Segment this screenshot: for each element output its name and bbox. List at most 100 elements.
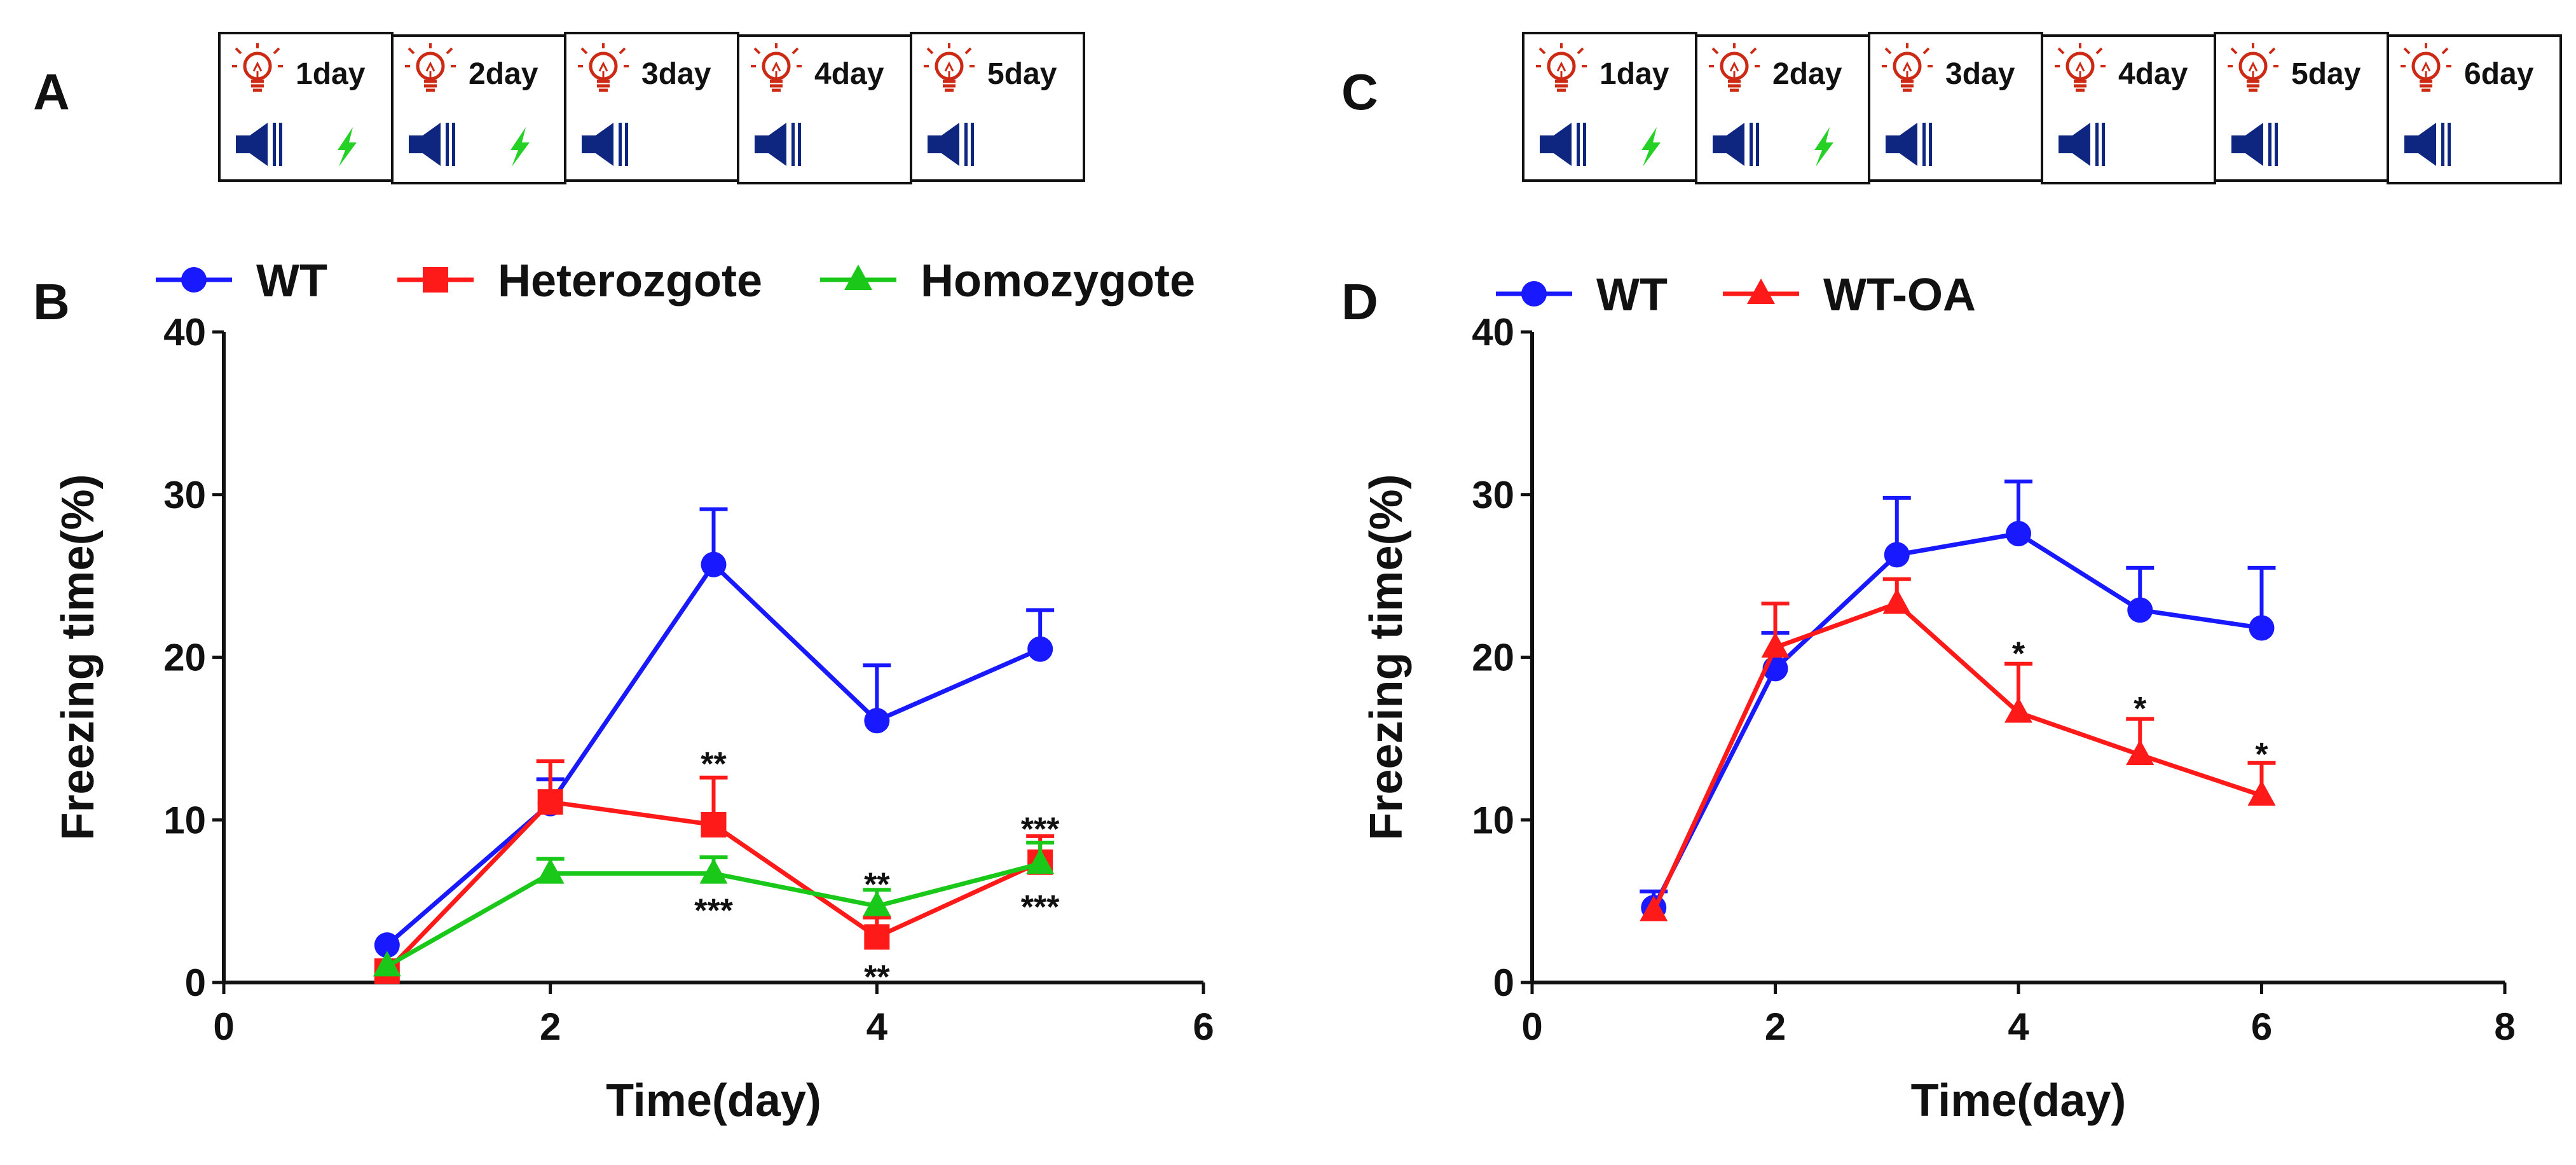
y-tick-label: 20 — [163, 637, 206, 679]
protocol-day-cell: 3day — [1868, 32, 2043, 182]
data-point — [1747, 279, 1775, 304]
x-axis-title: Time(day) — [1911, 1075, 2127, 1126]
bulb-icon — [2055, 43, 2106, 90]
panel-label-b: B — [33, 273, 70, 330]
lightning-icon — [1814, 127, 1833, 167]
chart-b: 0 2 4 6 0 10 20 30 40 Time(day) Freezing time(%) **… — [53, 256, 1214, 1126]
lightning-icon — [1641, 127, 1661, 167]
series-line — [1652, 531, 2263, 909]
significance-label: *** — [694, 892, 733, 929]
lightning-icon — [510, 127, 530, 167]
x-tick-label: 4 — [2008, 1005, 2029, 1048]
speaker-icon — [2404, 123, 2451, 166]
series-wt — [1640, 479, 2276, 921]
panel-label-d: D — [1341, 273, 1378, 330]
data-point — [699, 858, 728, 884]
x-tick-label: 8 — [2494, 1005, 2515, 1048]
bulb-icon — [751, 43, 802, 90]
legend: WT WT-OA — [1496, 270, 1976, 321]
bulb-icon — [1882, 43, 1933, 90]
x-tick-label: 6 — [2251, 1005, 2272, 1048]
data-point — [1027, 636, 1053, 662]
day-box — [910, 32, 1085, 182]
speaker-icon — [755, 123, 801, 166]
data-point — [864, 924, 890, 950]
protocol-day-cell: 2day — [391, 34, 566, 184]
protocol-day-cell: 6day — [2387, 34, 2562, 184]
y-tick-label: 10 — [1472, 799, 1514, 841]
bulb-icon — [578, 43, 629, 90]
legend: WT Heterozgote Homozygote — [156, 256, 1195, 307]
significance-label: ** — [864, 866, 890, 903]
y-tick-label: 40 — [163, 311, 206, 354]
x-tick-label: 0 — [213, 1005, 234, 1048]
protocol-day-cell: 5day — [910, 32, 1085, 182]
data-point — [1761, 632, 1790, 658]
y-tick-label: 10 — [163, 799, 206, 841]
day-box — [2214, 32, 2389, 182]
bulb-icon — [405, 43, 456, 90]
protocol-day-cell: 4day — [2041, 34, 2216, 184]
bulb-icon — [1536, 43, 1587, 90]
y-tick-label: 30 — [1472, 474, 1514, 516]
data-point — [1026, 848, 1055, 874]
y-axis-title: Freezing time(%) — [1361, 474, 1412, 840]
significance-label: * — [2255, 736, 2268, 773]
data-point — [863, 890, 891, 916]
panel-label-a: A — [33, 64, 70, 120]
day-label: 1day — [296, 57, 366, 91]
day-label: 3day — [641, 57, 711, 91]
data-point — [536, 858, 565, 884]
x-tick-label: 2 — [1765, 1005, 1786, 1048]
y-tick-label: 40 — [1472, 311, 1514, 354]
data-point — [701, 811, 727, 838]
y-tick-label: 0 — [185, 962, 206, 1004]
data-point — [1882, 588, 1911, 614]
day-box — [1522, 32, 1697, 182]
protocol-day-cell: 1day — [1522, 32, 1697, 182]
bulb-icon — [924, 43, 975, 90]
bulb-icon — [232, 43, 283, 90]
day-label: 4day — [814, 57, 884, 91]
speaker-icon — [582, 123, 628, 166]
speaker-icon — [2231, 123, 2278, 166]
legend-label: WT — [256, 256, 327, 307]
day-label: 4day — [2118, 57, 2188, 91]
day-box — [2387, 34, 2562, 184]
data-point — [701, 551, 727, 577]
data-point — [864, 708, 890, 734]
protocol-day-cell: 2day — [1695, 34, 1870, 184]
x-axis-title: Time(day) — [606, 1075, 821, 1126]
significance-label: *** — [1021, 889, 1060, 926]
series-wt-oa — [1640, 577, 2276, 921]
data-point — [423, 267, 448, 293]
speaker-icon — [928, 123, 974, 166]
speaker-icon — [1540, 123, 1586, 166]
speaker-icon — [409, 123, 455, 166]
bulb-icon — [2401, 43, 2451, 90]
data-point — [2247, 780, 2276, 806]
data-point — [181, 267, 207, 293]
chart-d: 0 2 4 6 8 0 10 20 30 40 Time(day) Freezing time(%) *… — [1361, 270, 2516, 1126]
data-point — [844, 265, 872, 290]
day-label: 1day — [1600, 57, 1669, 91]
day-label: 5day — [2291, 57, 2361, 91]
bulb-icon — [1709, 43, 1760, 90]
data-point — [1640, 895, 1668, 921]
y-tick-label: 30 — [163, 474, 206, 516]
y-tick-label: 0 — [1493, 962, 1514, 1004]
speaker-icon — [236, 123, 282, 166]
x-tick-label: 6 — [1193, 1005, 1214, 1048]
protocol-day-cell: 1day — [218, 32, 394, 182]
legend-label: Homozygote — [921, 256, 1195, 307]
data-point — [373, 951, 401, 977]
protocol-c: 1day 2day 3day 4day 5day 6day — [1522, 32, 2562, 184]
protocol-day-cell: 4day — [737, 34, 912, 184]
data-point — [1521, 281, 1547, 307]
x-tick-label: 4 — [867, 1005, 888, 1048]
data-point — [2249, 615, 2275, 641]
day-label: 5day — [987, 57, 1057, 91]
legend-label: Heterozgote — [498, 256, 762, 307]
day-label: 2day — [1772, 57, 1842, 91]
